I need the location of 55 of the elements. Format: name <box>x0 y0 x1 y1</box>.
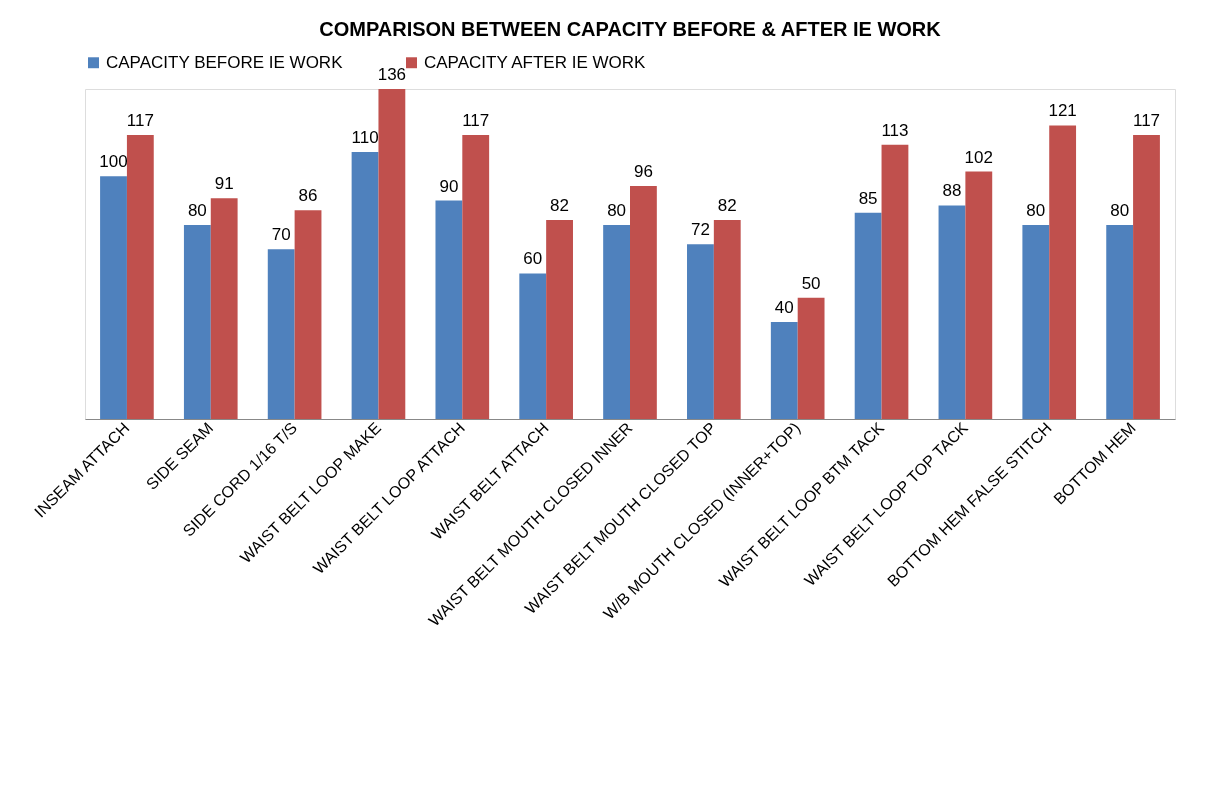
bar <box>210 198 238 419</box>
data-label: 117 <box>126 111 154 131</box>
bar <box>854 212 882 419</box>
bar <box>267 249 295 419</box>
data-label: 100 <box>99 152 128 172</box>
bar <box>378 89 406 419</box>
data-label: 85 <box>858 188 878 208</box>
data-label: 96 <box>633 162 653 182</box>
data-label: 113 <box>881 120 909 140</box>
data-label: 121 <box>1048 101 1077 121</box>
bar <box>183 224 211 419</box>
data-label: 91 <box>214 174 234 194</box>
data-label: 117 <box>462 111 490 131</box>
bar <box>687 244 714 419</box>
bar <box>462 135 490 419</box>
data-label: 60 <box>523 249 543 269</box>
bar <box>1133 135 1160 419</box>
bar <box>351 152 379 419</box>
data-label: 70 <box>271 225 291 245</box>
legend-label: CAPACITY AFTER IE WORK <box>424 52 647 72</box>
data-label: 102 <box>964 147 993 167</box>
bar <box>294 210 322 419</box>
bar <box>938 205 966 419</box>
bar <box>603 224 630 419</box>
bar <box>881 144 909 419</box>
bar <box>100 176 127 419</box>
data-label: 50 <box>801 273 821 293</box>
data-label: 72 <box>690 220 710 240</box>
data-label: 136 <box>377 65 407 84</box>
bar <box>965 171 993 419</box>
chart-title: COMPARISON BETWEEN CAPACITY BEFORE & AFTER IE WORK <box>319 18 942 40</box>
data-label: 82 <box>550 196 570 216</box>
bar <box>126 135 154 419</box>
data-label: 82 <box>717 196 737 216</box>
data-label: 110 <box>351 128 379 148</box>
bar <box>630 186 657 419</box>
data-label: 40 <box>774 297 794 317</box>
bar <box>519 273 547 419</box>
data-label: 88 <box>942 181 962 201</box>
legend-label: CAPACITY BEFORE IE WORK <box>106 52 344 72</box>
data-label: 90 <box>439 176 459 196</box>
bar <box>1106 224 1134 419</box>
data-label: 86 <box>298 186 318 206</box>
data-label: 80 <box>187 200 207 220</box>
bar <box>713 220 741 419</box>
bar <box>1049 125 1077 419</box>
bar <box>797 297 825 419</box>
bar <box>546 220 573 419</box>
bar <box>1022 224 1050 419</box>
data-label: 80 <box>607 200 627 220</box>
data-label: 117 <box>1132 111 1161 131</box>
bar <box>435 200 463 419</box>
bar <box>770 321 798 419</box>
data-label: 80 <box>1110 200 1130 220</box>
data-label: 80 <box>1026 200 1046 220</box>
